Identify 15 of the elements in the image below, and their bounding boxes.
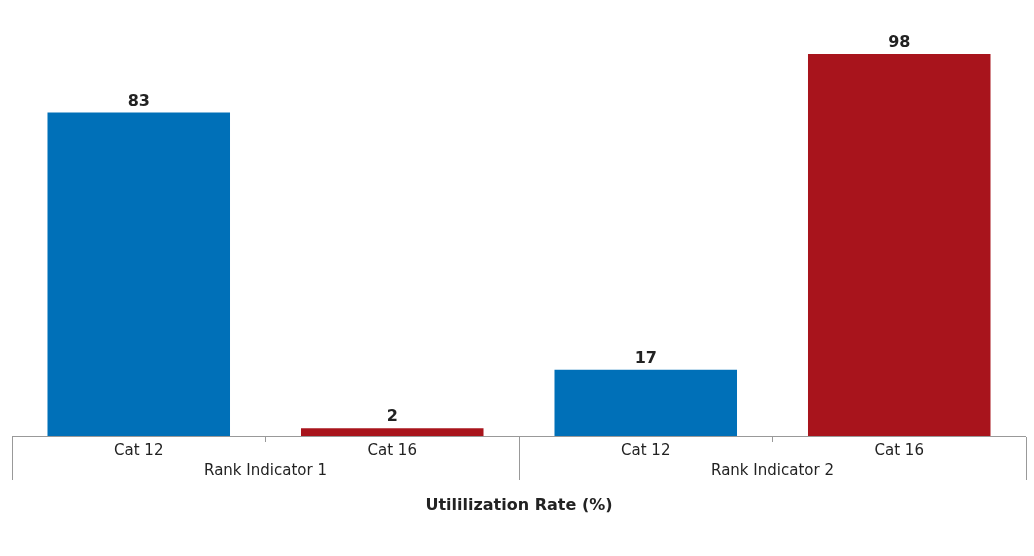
data-label: 2 <box>386 406 398 426</box>
x-tick-label: Cat 12 <box>621 441 671 459</box>
x-axis-title: Utililization Rate (%) <box>425 494 613 514</box>
text: Rank Indicator 1 <box>204 461 327 479</box>
x-tick-label: Cat 16 <box>367 441 417 459</box>
bar <box>807 54 991 436</box>
bar <box>300 428 484 436</box>
data-label: 83 <box>127 90 150 110</box>
data-label: 17 <box>634 347 657 367</box>
bar <box>47 112 231 436</box>
bar <box>554 369 738 436</box>
x-tick-label: Cat 16 <box>874 441 924 459</box>
x-tick-label: Cat 12 <box>114 441 164 459</box>
data-label: 98 <box>888 32 911 52</box>
text: Rank Indicator 2 <box>711 461 834 479</box>
